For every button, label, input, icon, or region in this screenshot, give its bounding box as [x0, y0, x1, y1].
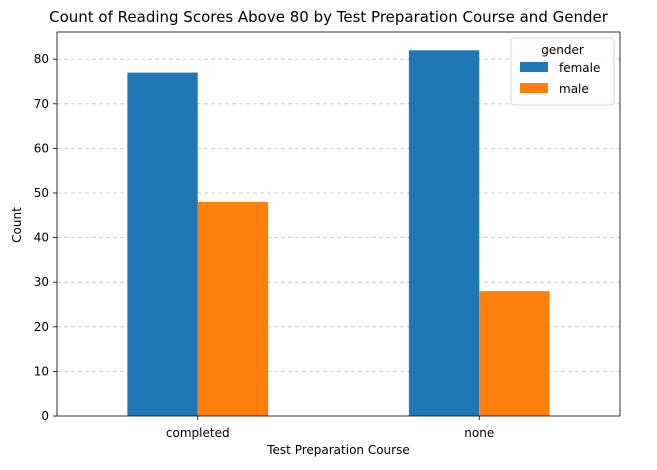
y-tick-label: 10: [34, 364, 49, 378]
legend-swatch-female: [520, 62, 548, 72]
chart-title: Count of Reading Scores Above 80 by Test…: [49, 8, 608, 26]
x-tick-label: none: [464, 426, 494, 440]
y-tick-label: 80: [34, 52, 49, 66]
bar-male-completed: [197, 201, 269, 416]
x-tick-label: completed: [166, 426, 230, 440]
y-tick-label: 40: [34, 231, 49, 245]
y-tick-label: 20: [34, 320, 49, 334]
legend-swatch-male: [520, 83, 548, 93]
y-tick-label: 50: [34, 186, 49, 200]
bar-male-none: [479, 291, 550, 416]
legend-label-male: male: [559, 82, 589, 96]
axes-frame: [56, 31, 621, 417]
bar-female-completed: [127, 72, 198, 417]
y-axis-label: Count: [10, 207, 24, 243]
x-axis-label: Test Preparation Course: [267, 443, 410, 457]
y-tick-label: 70: [34, 97, 49, 111]
legend-title: gender: [541, 43, 584, 57]
y-tick-label: 60: [34, 141, 49, 155]
legend-label-female: female: [559, 61, 600, 75]
y-tick-label: 0: [41, 409, 49, 423]
bar-female-none: [408, 50, 480, 417]
y-tick-label: 30: [34, 275, 49, 289]
